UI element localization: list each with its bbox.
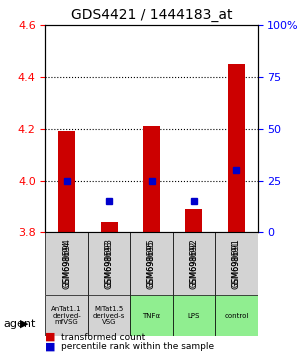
Bar (228, 64, 245, 233)
Text: GSM698691: GSM698691 (232, 240, 241, 287)
FancyBboxPatch shape (88, 295, 130, 336)
Bar (101, 222, 118, 233)
Text: control: control (224, 313, 248, 319)
Text: LPS: LPS (188, 313, 200, 319)
Text: GSM698692: GSM698692 (189, 238, 198, 289)
Text: GSM698694: GSM698694 (62, 240, 71, 287)
Bar (143, 126, 160, 233)
FancyBboxPatch shape (88, 233, 130, 295)
FancyBboxPatch shape (130, 295, 173, 336)
Bar (58, 131, 75, 233)
Text: AnTat1.1
derived-
mfVSG: AnTat1.1 derived- mfVSG (51, 306, 82, 325)
Text: ■: ■ (45, 341, 56, 351)
Text: GSM698693: GSM698693 (105, 240, 114, 287)
Text: ■: ■ (45, 332, 56, 342)
FancyBboxPatch shape (130, 233, 173, 295)
Text: GSM698695: GSM698695 (147, 240, 156, 287)
Title: GDS4421 / 1444183_at: GDS4421 / 1444183_at (71, 8, 232, 22)
Text: GSM698694: GSM698694 (62, 238, 71, 289)
FancyBboxPatch shape (215, 233, 258, 295)
FancyBboxPatch shape (45, 233, 88, 295)
Text: GSM698691: GSM698691 (232, 238, 241, 289)
Text: percentile rank within the sample: percentile rank within the sample (61, 342, 214, 351)
FancyBboxPatch shape (173, 233, 215, 295)
Text: ▶: ▶ (20, 319, 28, 329)
Text: TNFα: TNFα (142, 313, 161, 319)
Text: MiTat1.5
derived-s
VSG: MiTat1.5 derived-s VSG (93, 306, 125, 325)
Text: GSM698692: GSM698692 (189, 240, 198, 287)
Text: GSM698695: GSM698695 (147, 238, 156, 289)
Text: agent: agent (3, 319, 35, 329)
Text: GSM698693: GSM698693 (105, 238, 114, 289)
Bar (185, 209, 202, 233)
Text: transformed count: transformed count (61, 332, 145, 342)
FancyBboxPatch shape (215, 295, 258, 336)
FancyBboxPatch shape (173, 295, 215, 336)
FancyBboxPatch shape (45, 295, 88, 336)
